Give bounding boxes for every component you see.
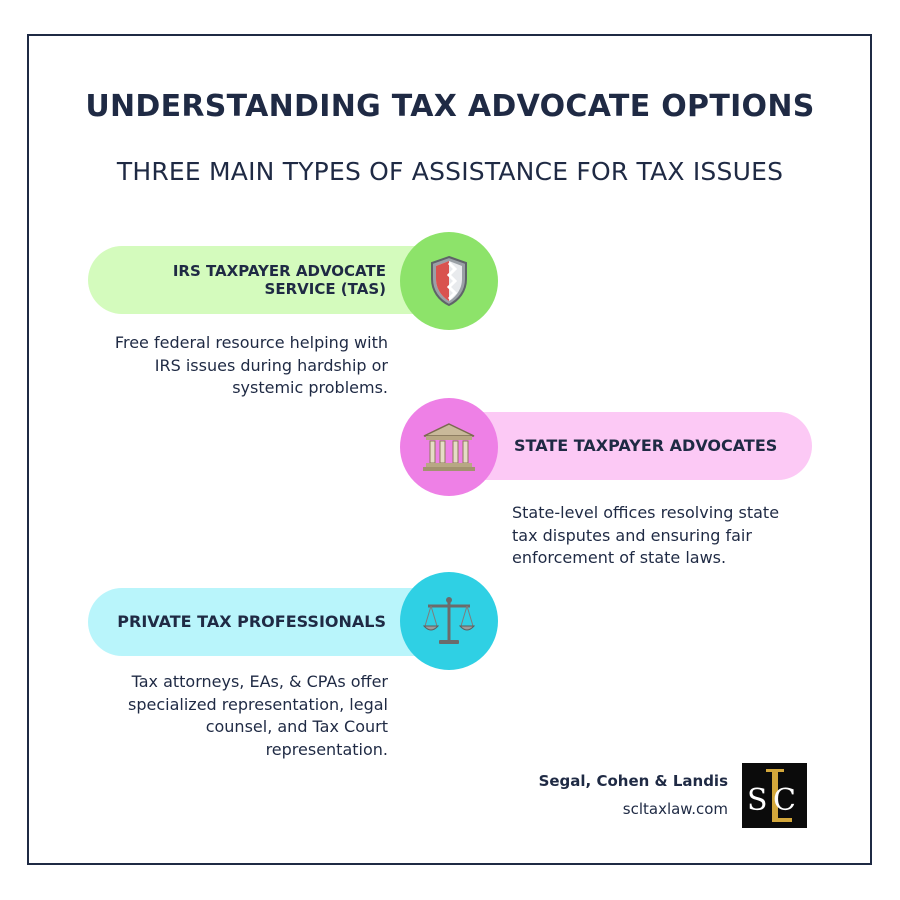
government-building-icon — [423, 423, 475, 471]
svg-text:C: C — [773, 783, 796, 818]
option-state-advocates-icon-circle — [400, 398, 498, 496]
page-title: UNDERSTANDING TAX ADVOCATE OPTIONS — [85, 89, 815, 124]
option-private-professionals-description: Tax attorneys, EAs, & CPAs offer special… — [128, 672, 388, 759]
option-state-advocates-pill: STATE TAXPAYER ADVOCATES — [452, 412, 812, 480]
option-irs-tas-description: Free federal resource helping with IRS i… — [114, 333, 388, 397]
option-irs-tas-icon-circle — [400, 232, 498, 330]
infographic-frame — [27, 34, 872, 865]
firm-name: Segal, Cohen & Landis — [538, 772, 728, 790]
svg-text:S: S — [747, 783, 768, 818]
option-private-professionals-icon-circle — [400, 572, 498, 670]
firm-website: scltaxlaw.com — [622, 800, 728, 818]
option-private-professionals-title: PRIVATE TAX PROFESSIONALS — [117, 612, 386, 631]
option-private-professionals-pill: PRIVATE TAX PROFESSIONALS — [88, 588, 448, 656]
option-irs-tas-title: IRS TAXPAYER ADVOCATE SERVICE (TAS) — [172, 262, 386, 298]
option-state-advocates-title: STATE TAXPAYER ADVOCATES — [514, 436, 778, 455]
option-irs-tas-pill: IRS TAXPAYER ADVOCATE SERVICE (TAS) — [88, 246, 448, 314]
scl-monogram-logo: S C — [742, 763, 807, 828]
page-subtitle: THREE MAIN TYPES OF ASSISTANCE FOR TAX I… — [116, 157, 784, 186]
option-state-advocates-description: State-level offices resolving state tax … — [512, 503, 780, 567]
shield-icon — [431, 255, 467, 307]
scales-icon — [422, 597, 476, 644]
